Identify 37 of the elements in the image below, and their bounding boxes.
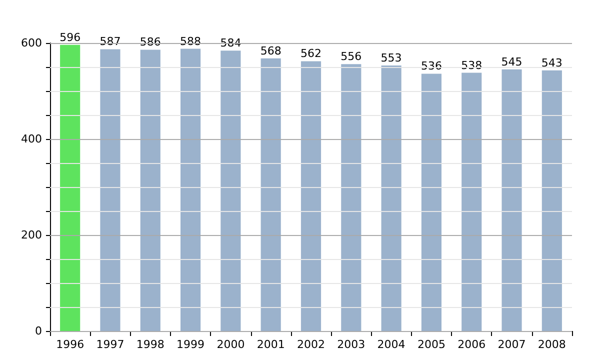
data-label: 545 [501, 55, 522, 68]
y-tick-label: 0 [35, 324, 42, 338]
bar [100, 49, 120, 331]
bar [341, 64, 362, 331]
x-tick-label: 2002 [297, 338, 325, 350]
bar [60, 44, 80, 331]
bar [542, 70, 562, 331]
x-tick-label: 2007 [498, 338, 526, 350]
x-tick-label: 2000 [216, 338, 245, 350]
x-tick-label: 1997 [96, 338, 124, 350]
y-tick-label: 600 [21, 36, 42, 50]
y-tick-label: 200 [21, 228, 42, 242]
data-label: 568 [260, 44, 282, 58]
x-tick-label: 2001 [256, 338, 285, 350]
data-label: 543 [541, 56, 562, 70]
data-label: 553 [380, 52, 402, 65]
x-tick-label: 2005 [417, 338, 446, 350]
x-tick-label: 1999 [176, 338, 205, 350]
x-tick-label: 2003 [337, 338, 366, 350]
x-tick-label: 2008 [538, 338, 566, 350]
bar [421, 74, 442, 331]
bar [300, 61, 322, 331]
bar [381, 66, 402, 331]
x-tick-label: 2006 [458, 338, 486, 350]
x-tick-label: 1996 [56, 338, 84, 350]
bar [220, 50, 241, 331]
x-tick-label: 2004 [377, 338, 406, 350]
data-label: 562 [300, 47, 322, 60]
bar [140, 50, 160, 331]
data-label: 556 [340, 50, 362, 64]
data-label: 596 [60, 30, 81, 44]
bar [260, 58, 281, 331]
bar [180, 48, 201, 331]
x-tick-label: 1998 [136, 338, 164, 350]
bar [502, 69, 522, 331]
bar [462, 72, 482, 331]
y-tick-label: 400 [21, 132, 42, 146]
